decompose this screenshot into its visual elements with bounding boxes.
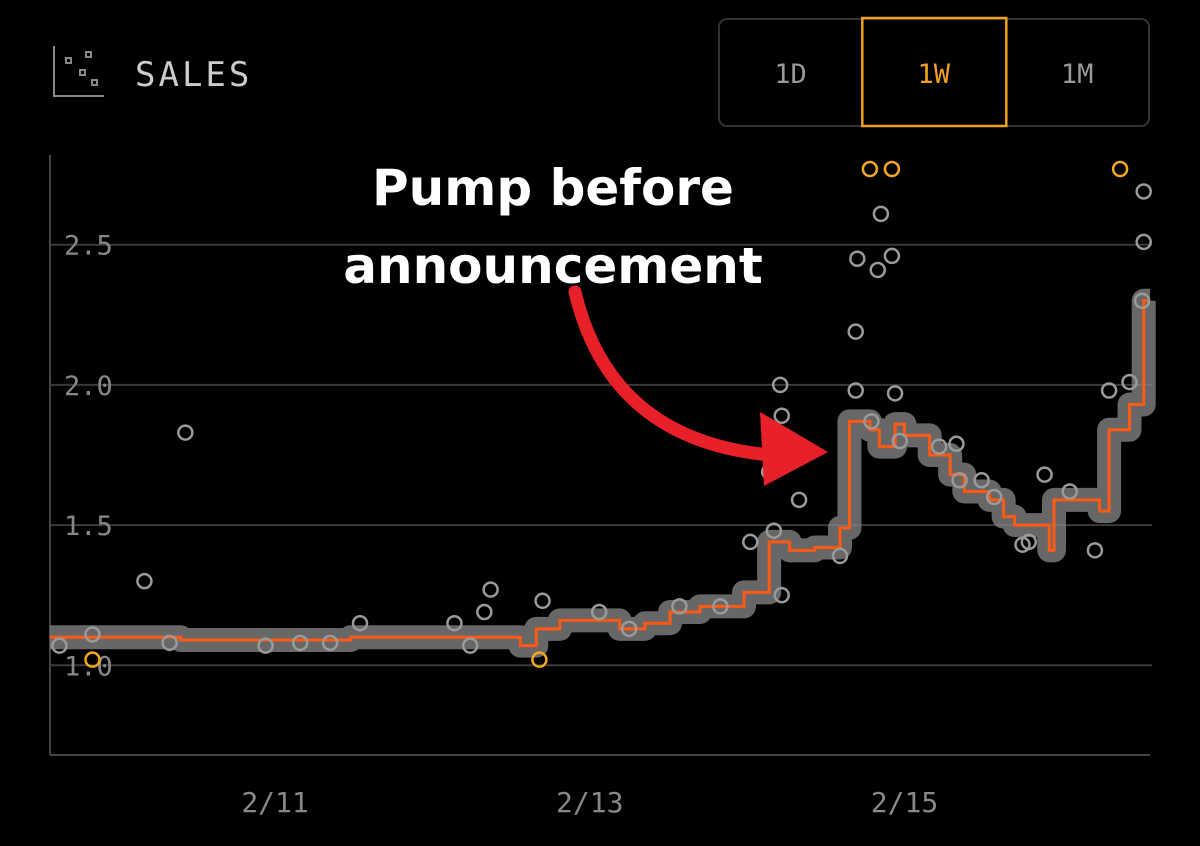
- sale-point: [742, 533, 759, 551]
- sale-point: [321, 634, 339, 652]
- range-button[interactable]: 1D: [774, 59, 807, 90]
- annotation-arrow: [568, 285, 777, 462]
- annotation-line: Pump before: [372, 159, 734, 217]
- sale-point: [1133, 292, 1151, 310]
- sale-point: [847, 323, 864, 340]
- arrow-head: [760, 412, 828, 486]
- sale-point: [883, 247, 901, 265]
- sale-point: [1135, 233, 1152, 251]
- sale-point: [671, 598, 688, 615]
- y-tick-label: 1.5: [64, 511, 113, 542]
- sale-point: [534, 592, 551, 610]
- sale-point: [773, 407, 791, 424]
- y-tick-label: 2.5: [64, 231, 113, 262]
- y-tick-label: 2.0: [64, 371, 113, 402]
- sale-point: [1100, 382, 1118, 399]
- sale-point: [765, 522, 783, 539]
- sale-point: [872, 205, 890, 223]
- sale-point: [973, 471, 990, 489]
- chart-icon: [53, 46, 104, 97]
- sale-point: [446, 614, 463, 632]
- sale-point: [84, 651, 101, 668]
- sale-point: [849, 250, 866, 267]
- x-tick-label: 2/13: [556, 786, 623, 819]
- sale-point: [1014, 536, 1031, 553]
- sale-point: [482, 581, 499, 598]
- sale-point: [773, 586, 791, 604]
- sale-point: [136, 572, 153, 590]
- floor-line: [50, 299, 1150, 648]
- annotation-line: announcement: [343, 237, 763, 295]
- sale-point: [883, 160, 901, 178]
- sale-point: [291, 634, 309, 652]
- sale-point: [886, 385, 904, 402]
- sale-point: [1135, 183, 1152, 200]
- sale-point: [948, 435, 965, 453]
- sale-point: [590, 603, 608, 621]
- sale-point: [985, 488, 1003, 506]
- sale-point: [161, 634, 178, 652]
- sale-point: [861, 160, 879, 178]
- sale-point: [831, 547, 849, 565]
- sale-point: [790, 491, 808, 509]
- x-tick-label: 2/15: [871, 786, 938, 819]
- sale-point: [531, 651, 548, 668]
- sale-point: [863, 413, 880, 430]
- sale-point: [930, 438, 948, 455]
- sale-point: [351, 614, 369, 632]
- sale-point: [951, 471, 968, 489]
- sale-point: [847, 382, 864, 399]
- sale-point: [84, 626, 101, 643]
- sale-point: [1036, 466, 1053, 483]
- sale-point: [51, 637, 68, 654]
- sale-point: [1111, 160, 1129, 178]
- sale-point: [891, 432, 909, 450]
- sale-point: [712, 598, 729, 615]
- sale-point: [771, 376, 789, 394]
- sale-point: [1121, 373, 1138, 391]
- sale-point: [1061, 483, 1078, 500]
- sale-point: [257, 637, 274, 654]
- sale-point: [461, 637, 479, 654]
- sale-point: [1086, 542, 1104, 559]
- range-button[interactable]: 1W: [918, 59, 951, 90]
- sale-point: [620, 620, 638, 638]
- range-selected[interactable]: [861, 16, 1008, 128]
- panel-title: SALES: [135, 55, 252, 95]
- range-button[interactable]: 1M: [1061, 59, 1094, 90]
- sale-point: [476, 603, 493, 621]
- x-tick-label: 2/11: [241, 786, 308, 819]
- sale-point: [177, 424, 194, 441]
- sale-point: [869, 261, 887, 279]
